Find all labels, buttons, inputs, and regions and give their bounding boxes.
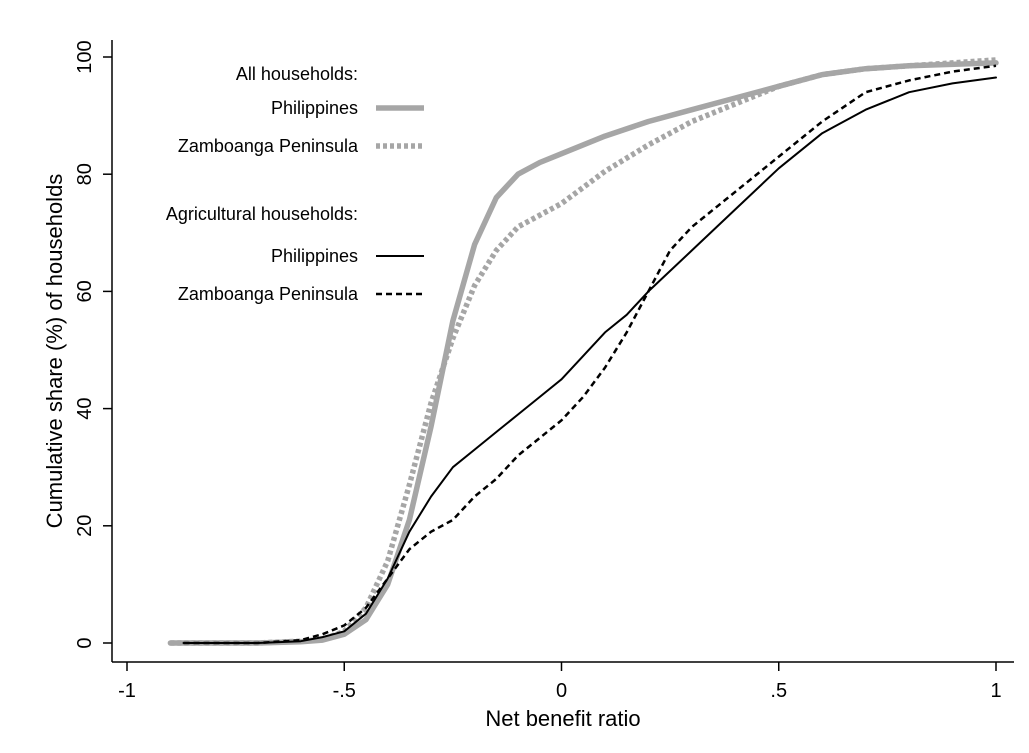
y-tick-label: 60 bbox=[74, 280, 96, 302]
legend-label: Philippines bbox=[271, 246, 358, 266]
y-tick-label: 80 bbox=[74, 163, 96, 185]
y-axis-title: Cumulative share (%) of households bbox=[42, 174, 67, 529]
legend-group-title: Agricultural households: bbox=[166, 204, 358, 224]
x-tick-label: -1 bbox=[118, 680, 136, 702]
legend-label: Zamboanga Peninsula bbox=[178, 284, 359, 304]
series-line-1 bbox=[170, 57, 997, 646]
x-tick-label: -.5 bbox=[333, 680, 356, 702]
series-line-2 bbox=[182, 76, 997, 644]
series-lines bbox=[167, 57, 999, 646]
y-tick-label: 100 bbox=[74, 40, 96, 73]
x-tick-label: .5 bbox=[770, 680, 787, 702]
x-tick-label: 1 bbox=[990, 680, 1001, 702]
x-tick-label: 0 bbox=[556, 680, 567, 702]
legend-label: Philippines bbox=[271, 98, 358, 118]
legend-label: Zamboanga Peninsula bbox=[178, 136, 359, 156]
y-tick-label: 0 bbox=[74, 637, 96, 648]
legend-group-title: All households: bbox=[236, 64, 358, 84]
x-axis-title: Net benefit ratio bbox=[485, 706, 640, 731]
y-tick-label: 20 bbox=[74, 515, 96, 537]
y-tick-label: 40 bbox=[74, 397, 96, 419]
y-axis-ticks: 0 20 40 60 80 100 bbox=[74, 40, 112, 649]
legend: All households: Philippines Zamboanga Peni… bbox=[166, 64, 424, 304]
series-line-3 bbox=[183, 64, 997, 645]
x-axis-ticks: -1 -.5 0 .5 1 bbox=[118, 662, 1002, 702]
